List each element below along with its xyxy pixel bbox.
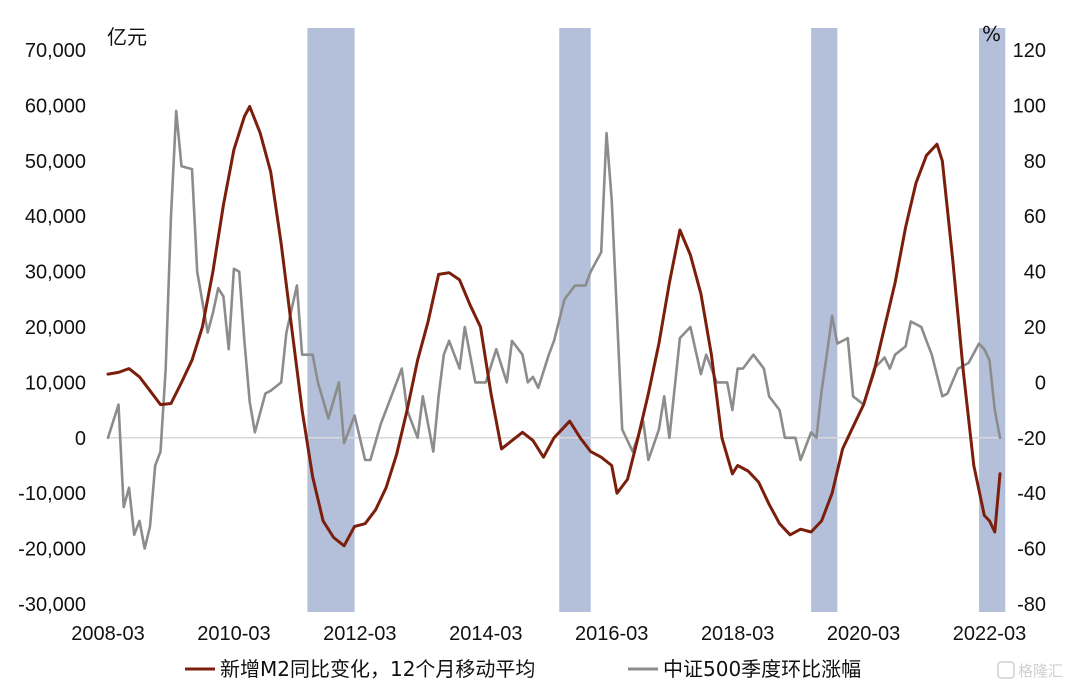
left-tick-label: -30,000	[18, 594, 86, 616]
shaded-periods	[307, 28, 1006, 612]
left-tick-label: -20,000	[18, 539, 86, 561]
right-tick-label: 20	[1024, 317, 1046, 339]
right-tick-label: 40	[1024, 262, 1046, 284]
x-tick-label: 2012-03	[323, 623, 396, 645]
right-tick-label: 100	[1013, 95, 1046, 117]
left-tick-label: 70,000	[25, 40, 86, 62]
legend: 新增M2同比变化，12个月移动平均 中证500季度环比涨幅	[185, 657, 861, 681]
x-tick-label: 2022-03	[953, 623, 1026, 645]
right-tick-label: 60	[1024, 206, 1046, 228]
watermark: 格隆汇	[997, 661, 1063, 680]
legend-label-csi500: 中证500季度环比涨幅	[663, 657, 861, 681]
x-tick-label: 2008-03	[71, 623, 144, 645]
x-tick-label: 2014-03	[449, 623, 522, 645]
right-tick-label: -40	[1017, 483, 1046, 505]
x-tick-label: 2010-03	[197, 623, 270, 645]
watermark-logo-icon	[997, 661, 1015, 679]
left-tick-label: 10,000	[25, 372, 86, 394]
series-lines	[106, 105, 1002, 550]
x-axis-ticks: 2008-03 2010-03 2012-03 2014-03 2016-03 2018-…	[71, 623, 1026, 645]
left-tick-label: 60,000	[25, 95, 86, 117]
right-tick-label: 120	[1013, 40, 1046, 62]
right-tick-label: 0	[1035, 372, 1046, 394]
right-axis-unit: %	[982, 22, 1001, 46]
right-axis-ticks: -80 -60 -40 -20 0 20 40 60 80 100 120	[1013, 40, 1046, 616]
legend-label-m2: 新增M2同比变化，12个月移动平均	[220, 657, 535, 681]
series-line-csi500	[106, 109, 1002, 550]
watermark-text: 格隆汇	[1018, 662, 1063, 680]
right-tick-label: -20	[1017, 428, 1046, 450]
right-tick-label: 80	[1024, 151, 1046, 173]
shaded-period-2	[559, 28, 591, 612]
x-tick-label: 2018-03	[701, 623, 774, 645]
left-tick-label: -10,000	[18, 483, 86, 505]
x-tick-label: 2020-03	[827, 623, 900, 645]
left-tick-label: 0	[75, 428, 86, 450]
x-tick-label: 2016-03	[575, 623, 648, 645]
right-tick-label: -80	[1017, 594, 1046, 616]
series-line-m2	[106, 105, 1002, 548]
right-tick-label: -60	[1017, 539, 1046, 561]
shaded-period-1	[307, 28, 355, 612]
left-tick-label: 20,000	[25, 317, 86, 339]
left-tick-label: 40,000	[25, 206, 86, 228]
left-axis-ticks: -30,000 -20,000 -10,000 0 10,000 20,000 30,000…	[18, 40, 86, 616]
left-tick-label: 30,000	[25, 262, 86, 284]
left-axis-unit: 亿元	[107, 25, 147, 49]
left-tick-label: 50,000	[25, 151, 86, 173]
